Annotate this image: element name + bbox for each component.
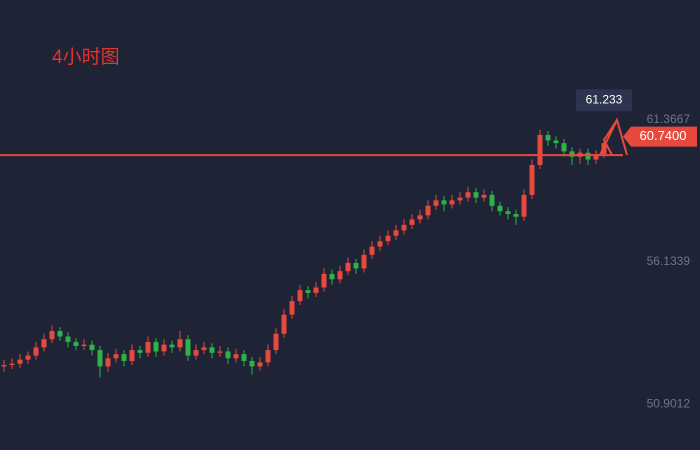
candle-body [337,271,343,280]
y-tick-label: 61.3667 [647,112,691,126]
candle-body [129,350,135,361]
candle-body [105,358,111,367]
candle-body [521,194,527,217]
candle-body [177,339,183,348]
candle-body [513,213,519,217]
candle-body [297,290,303,302]
tooltip-box [576,89,632,112]
candle-body [57,331,63,337]
candle-body [369,246,375,255]
candle-body [225,351,231,359]
tooltip-label: 61.233 [586,92,623,106]
candle-body [601,143,607,155]
candle-body [489,194,495,206]
candle-body [49,331,55,340]
candle-body [313,287,319,293]
candle-body [233,354,239,359]
price-label-box [623,126,697,147]
candle-body [505,211,511,214]
candle-body [481,194,487,198]
candle-body [305,290,311,293]
candle-body [385,235,391,242]
candle-body [545,135,551,141]
candle-body [113,354,119,359]
candle-body [137,350,143,353]
candle-body [265,350,271,363]
candle-body [497,205,503,212]
candle-body [361,254,367,269]
candle-body [433,200,439,206]
candle-body [257,362,263,367]
candle-body [289,301,295,315]
candle-body [377,241,383,247]
candle-body [97,350,103,367]
drawing-arrow [599,117,628,156]
candle-body [121,354,127,361]
candle-body [537,135,543,165]
candle-body [65,336,71,342]
candle-body [449,200,455,205]
candle-body [185,339,191,356]
candle-body [145,341,151,353]
candle-body [241,354,247,361]
candle-body [201,347,207,351]
candle-body [281,314,287,334]
price-label: 60.7400 [640,128,687,143]
candle-body [321,273,327,288]
candle-body [409,219,415,225]
candle-body [345,262,351,272]
candle-body [89,344,95,351]
candle-body [593,154,599,160]
candle-body [329,273,335,280]
candle-body [169,344,175,348]
y-tick-label: 56.1339 [647,254,691,268]
candle-body [465,192,471,198]
candle-body [153,341,159,352]
candle-body [273,333,279,351]
candle-body [25,355,31,360]
candle-body [417,215,423,220]
candle-body [17,359,23,364]
candle-body [249,360,255,367]
candle-body [217,351,223,353]
candle-body [457,197,463,201]
candle-body [41,339,47,348]
candle-body [393,230,399,236]
candle-body [553,140,559,144]
candle-body [193,350,199,356]
candle-body [73,341,79,347]
candle-body [9,363,15,366]
candle-body [81,344,87,347]
candle-body [441,200,447,205]
candle-body [33,347,39,356]
candle-body [401,224,407,231]
candle-body [561,143,567,152]
candle-body [209,347,215,353]
y-tick-label: 50.9012 [647,397,691,411]
candle-body [473,192,479,198]
candle-body [1,365,7,367]
chart-title: 4小时图 [52,46,120,68]
candle-body [161,344,167,352]
candle-body [353,262,359,269]
candle-body [529,164,535,195]
candle-body [569,151,575,157]
candle-body [425,205,431,216]
